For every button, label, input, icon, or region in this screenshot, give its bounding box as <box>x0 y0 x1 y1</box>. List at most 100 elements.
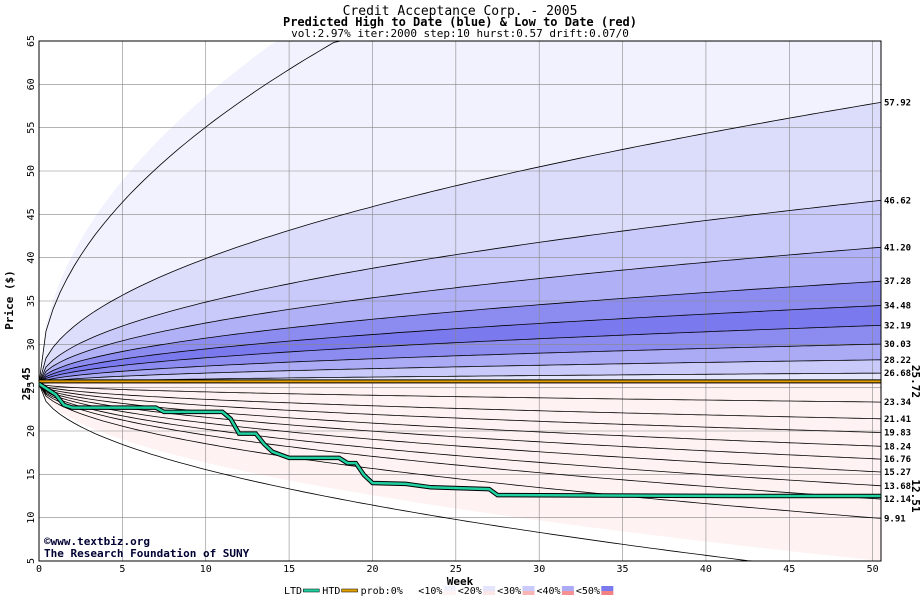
x-tick-label: 40 <box>700 564 712 575</box>
x-tick-label: 10 <box>200 564 212 575</box>
band-value-labels: 57.92 46.62 41.20 37.28 34.48 32.19 30.03 28.22… <box>884 98 912 524</box>
band-label-19.83: 19.83 <box>884 428 911 438</box>
y-tick-label: 60 <box>26 78 37 90</box>
legend: LTD HTD prob:0% <10% <20% <30% <40% <50% <box>284 586 614 597</box>
band-label-46.62: 46.62 <box>884 196 911 206</box>
x-tick-label: 5 <box>119 564 125 575</box>
x-tick-label: 25 <box>450 564 462 575</box>
y-tick-label: 40 <box>26 252 37 264</box>
y-tick-label: 30 <box>26 338 37 350</box>
legend-swatch-bottom-5 <box>522 591 535 595</box>
ltd-line <box>39 382 881 498</box>
y-tick-label: 35 <box>26 295 37 307</box>
start-price-label: 25.45 <box>20 367 33 400</box>
x-tick-label: 45 <box>783 564 795 575</box>
legend-label-2: prob:0% <box>361 586 403 597</box>
band-label-34.48: 34.48 <box>884 302 911 312</box>
y-tick-label: 65 <box>26 35 37 47</box>
band-label-28.22: 28.22 <box>884 356 911 366</box>
y-tick-label: 5 <box>26 558 37 564</box>
band-boundary-lines <box>39 41 881 561</box>
legend-swatch-bottom-2 <box>404 591 417 595</box>
band-line-19.83 <box>39 383 881 433</box>
x-tick-label: 20 <box>366 564 378 575</box>
legend-swatch-bottom-6 <box>561 591 574 595</box>
band-line-9.91 <box>39 383 881 519</box>
outer-low-line <box>39 383 881 561</box>
band-line-15.27 <box>39 383 881 473</box>
band-line-32.19 <box>39 325 881 385</box>
legend-label-4: <20% <box>458 586 482 597</box>
legend-label-6: <40% <box>537 586 561 597</box>
band-label-32.19: 32.19 <box>884 321 911 331</box>
legend-label-0: LTD <box>284 586 302 597</box>
legend-label-7: <50% <box>576 586 600 597</box>
band-label-15.27: 15.27 <box>884 468 911 478</box>
band-label-16.76: 16.76 <box>884 455 911 465</box>
legend-swatch-bottom-3 <box>443 591 456 595</box>
y-tick-label: 55 <box>26 122 37 134</box>
legend-swatch-top-6 <box>561 586 574 591</box>
band-label-9.91: 9.91 <box>884 514 906 524</box>
y-axis-label: Price ($) <box>3 270 16 330</box>
series-lines <box>39 379 881 499</box>
band-line-28.22 <box>39 359 881 385</box>
prob-line-label: 25.72 <box>909 365 920 398</box>
chart-title: Credit Acceptance Corp. - 2005 <box>343 4 578 19</box>
x-tick-label: 35 <box>617 564 629 575</box>
band-label-23.34: 23.34 <box>884 398 912 408</box>
band-line-46.62 <box>39 199 881 384</box>
x-axis-label: Week <box>447 575 474 588</box>
band-line-30.03 <box>39 343 881 385</box>
x-tick-label: 30 <box>533 564 545 575</box>
band-label-21.41: 21.41 <box>884 415 911 425</box>
legend-swatch-bottom-7 <box>601 591 614 595</box>
band-label-30.03: 30.03 <box>884 340 911 350</box>
y-tick-label: 20 <box>26 425 37 437</box>
legend-label-1: HTD <box>322 586 340 597</box>
band-label-41.20: 41.20 <box>884 243 911 253</box>
legend-swatch-0 <box>303 588 320 593</box>
x-tick-label: 15 <box>283 564 295 575</box>
band-line-34.48 <box>39 305 881 385</box>
legend-label-3: <10% <box>418 586 442 597</box>
band-line-37.28 <box>39 280 881 385</box>
chart-params: vol:2.97% iter:2000 step:10 hurst:0.57 d… <box>291 27 629 40</box>
chart-subtitle: Predicted High to Date (blue) & Low to D… <box>283 15 637 29</box>
band-line-16.76 <box>39 383 881 460</box>
legend-swatch-bottom-4 <box>483 591 496 595</box>
legend-swatch-1 <box>341 588 358 593</box>
outer-high-line <box>39 41 881 384</box>
y-tick-label: 10 <box>26 512 37 524</box>
ltd-final-label: 12.51 <box>909 479 920 512</box>
band-line-18.24 <box>39 383 881 447</box>
band-line-57.92 <box>39 102 881 384</box>
band-line-41.20 <box>39 246 881 384</box>
band-label-12.14: 12.14 <box>884 495 912 505</box>
plot-frame <box>38 40 882 562</box>
band-line-26.68 <box>39 372 881 385</box>
legend-swatch-top-2 <box>404 586 417 591</box>
band-line-12.14 <box>39 383 881 500</box>
legend-label-5: <30% <box>497 586 521 597</box>
x-tick-label: 0 <box>36 564 42 575</box>
band-line-21.41 <box>39 383 881 420</box>
y-axis-ticks: 5 10 15 20 25 30 35 40 45 50 55 60 65 <box>26 35 37 564</box>
legend-swatch-top-7 <box>601 586 614 591</box>
credit-site: ©www.textbiz.org <box>44 535 150 548</box>
y-tick-label: 15 <box>26 468 37 480</box>
y-tick-label: 50 <box>26 165 37 177</box>
band-label-37.28: 37.28 <box>884 277 911 287</box>
band-label-18.24: 18.24 <box>884 442 912 452</box>
band-label-13.68: 13.68 <box>884 482 911 492</box>
y-tick-label: 45 <box>26 208 37 220</box>
credit-org: The Research Foundation of SUNY <box>44 547 250 560</box>
legend-swatch-top-4 <box>483 586 496 591</box>
x-axis-ticks: 0 5 10 15 20 25 30 35 40 45 50 <box>36 564 879 575</box>
x-tick-label: 50 <box>867 564 879 575</box>
legend-swatch-top-3 <box>443 586 456 591</box>
band-line-13.68 <box>39 383 881 487</box>
band-label-57.92: 57.92 <box>884 98 911 108</box>
band-label-26.68: 26.68 <box>884 369 911 379</box>
